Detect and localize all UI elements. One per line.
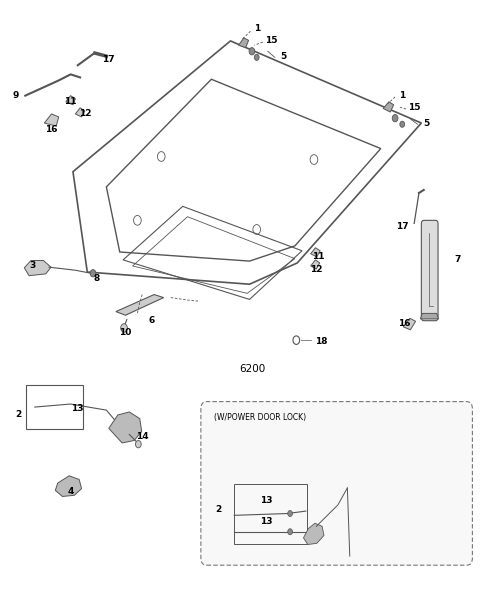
- Circle shape: [120, 324, 127, 332]
- FancyBboxPatch shape: [421, 221, 438, 321]
- Bar: [234, 485, 307, 544]
- Text: 5: 5: [423, 119, 429, 128]
- Text: 2: 2: [15, 411, 21, 420]
- Text: 13: 13: [72, 404, 84, 414]
- Polygon shape: [303, 523, 324, 544]
- Text: 15: 15: [408, 103, 420, 112]
- Text: 10: 10: [119, 328, 132, 337]
- Text: 15: 15: [265, 37, 277, 45]
- Polygon shape: [403, 318, 416, 330]
- Polygon shape: [44, 114, 59, 126]
- Polygon shape: [66, 96, 75, 105]
- Text: 9: 9: [12, 91, 19, 100]
- Text: 13: 13: [260, 517, 273, 526]
- Circle shape: [288, 529, 292, 535]
- Text: 14: 14: [136, 432, 148, 441]
- Bar: [26, 385, 83, 429]
- Text: 13: 13: [260, 496, 273, 505]
- Text: 2: 2: [216, 505, 222, 514]
- Text: 3: 3: [29, 262, 36, 271]
- FancyBboxPatch shape: [201, 401, 472, 565]
- Text: 4: 4: [67, 486, 74, 496]
- Circle shape: [392, 114, 398, 122]
- Text: 11: 11: [312, 252, 325, 262]
- Text: 16: 16: [45, 125, 58, 134]
- Polygon shape: [311, 260, 320, 269]
- Circle shape: [288, 510, 292, 516]
- Polygon shape: [24, 260, 51, 276]
- Text: 17: 17: [102, 54, 115, 64]
- Circle shape: [254, 54, 259, 60]
- Text: 16: 16: [398, 319, 411, 328]
- Text: 18: 18: [315, 337, 327, 346]
- Text: 6200: 6200: [239, 364, 265, 375]
- Text: (W/POWER DOOR LOCK): (W/POWER DOOR LOCK): [214, 413, 306, 422]
- Circle shape: [400, 121, 405, 127]
- Text: 12: 12: [79, 109, 91, 119]
- Text: 1: 1: [399, 91, 406, 100]
- Polygon shape: [116, 295, 164, 315]
- Text: 11: 11: [64, 97, 77, 106]
- Polygon shape: [420, 313, 439, 319]
- Text: 12: 12: [310, 265, 323, 274]
- Polygon shape: [383, 102, 394, 112]
- Circle shape: [90, 269, 96, 277]
- Polygon shape: [109, 412, 142, 443]
- Polygon shape: [75, 108, 85, 117]
- Text: 8: 8: [94, 274, 100, 283]
- Polygon shape: [55, 476, 82, 497]
- Text: 5: 5: [280, 51, 286, 60]
- Polygon shape: [311, 247, 320, 257]
- Circle shape: [135, 441, 141, 448]
- Text: 6: 6: [149, 316, 155, 325]
- Text: 17: 17: [396, 222, 408, 231]
- Polygon shape: [239, 38, 249, 48]
- Text: 7: 7: [454, 255, 460, 265]
- Circle shape: [249, 48, 255, 55]
- Text: 1: 1: [253, 24, 260, 33]
